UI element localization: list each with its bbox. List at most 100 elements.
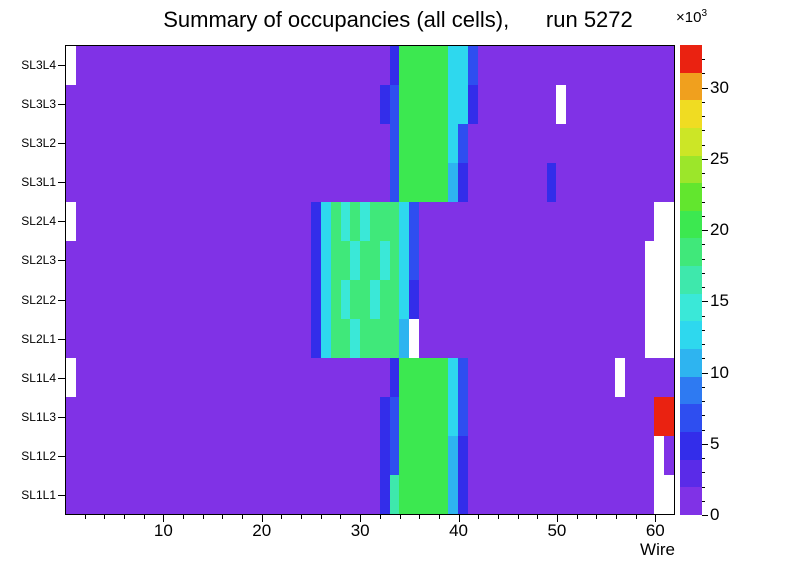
heatmap-cell — [448, 397, 459, 436]
heatmap-cell — [615, 85, 625, 124]
heatmap-cell — [350, 124, 361, 163]
heatmap-cell — [262, 241, 272, 280]
x-axis-minor-tick — [202, 515, 204, 519]
heatmap-cell — [320, 358, 331, 397]
heatmap-cell — [173, 319, 184, 358]
heatmap-cell — [340, 85, 351, 124]
heatmap-cell — [477, 397, 488, 436]
x-axis-minor-tick — [596, 515, 598, 519]
y-axis-tick — [58, 377, 65, 379]
heatmap-cell — [419, 319, 429, 358]
x-axis-tick-label: 20 — [252, 521, 272, 540]
heatmap-cell — [252, 85, 263, 124]
x-axis-minor-tick — [222, 515, 224, 519]
heatmap-cell — [232, 46, 243, 85]
heatmap-cell — [134, 202, 145, 241]
heatmap-cell — [438, 124, 449, 163]
heatmap-cell — [438, 163, 449, 202]
heatmap-cell — [458, 163, 469, 202]
heatmap-cell — [654, 85, 665, 124]
heatmap-cell — [634, 124, 645, 163]
heatmap-cell — [379, 475, 390, 514]
heatmap-cell — [301, 163, 312, 202]
heatmap-cell — [644, 46, 655, 85]
heatmap-cell — [566, 358, 576, 397]
heatmap-cell — [536, 358, 547, 397]
heatmap-cell — [634, 436, 645, 475]
heatmap-cell — [595, 436, 606, 475]
heatmap-cell — [556, 475, 567, 514]
heatmap-cell — [85, 475, 96, 514]
heatmap-cell — [399, 163, 410, 202]
heatmap-cell — [370, 202, 380, 241]
heatmap-cell — [585, 397, 596, 436]
heatmap-cell — [360, 46, 370, 85]
heatmap-cell — [350, 397, 361, 436]
heatmap-cell — [134, 241, 145, 280]
heatmap-cell — [399, 124, 410, 163]
heatmap-cell — [66, 436, 76, 475]
heatmap-cell — [389, 475, 400, 514]
heatmap-cell — [330, 124, 341, 163]
heatmap-cell — [634, 241, 645, 280]
heatmap-cell — [164, 475, 174, 514]
heatmap-cell — [115, 124, 125, 163]
heatmap-cell — [330, 46, 341, 85]
heatmap-cell — [262, 475, 272, 514]
x-axis-minor-tick — [379, 515, 381, 519]
heatmap-cell — [379, 319, 390, 358]
x-axis-minor-tick — [183, 515, 185, 519]
heatmap-cell — [183, 397, 194, 436]
heatmap-cell — [487, 358, 498, 397]
heatmap-cell — [487, 46, 498, 85]
heatmap-cell — [624, 124, 635, 163]
heatmap-cell — [634, 46, 645, 85]
heatmap-cell — [281, 436, 292, 475]
heatmap-cell — [75, 319, 86, 358]
colorbar-minor-tick — [702, 315, 705, 317]
heatmap-cell — [379, 163, 390, 202]
heatmap-cell — [458, 241, 469, 280]
heatmap-cell — [173, 397, 184, 436]
heatmap-cell — [428, 241, 439, 280]
heatmap-cell — [311, 319, 321, 358]
heatmap-cell — [556, 319, 567, 358]
heatmap-cell — [281, 280, 292, 319]
heatmap-cell — [556, 202, 567, 241]
heatmap-cell — [183, 319, 194, 358]
heatmap-cell — [193, 85, 204, 124]
heatmap-cell — [389, 124, 400, 163]
heatmap-cell — [566, 475, 576, 514]
heatmap-cell — [497, 475, 508, 514]
heatmap-cell — [242, 319, 253, 358]
heatmap-cell — [203, 85, 214, 124]
heatmap-cell — [85, 241, 96, 280]
heatmap-cell — [546, 124, 557, 163]
heatmap-cell — [232, 124, 243, 163]
heatmap-cell — [468, 397, 478, 436]
heatmap-cell — [134, 46, 145, 85]
heatmap-cell — [438, 46, 449, 85]
heatmap-cell — [242, 358, 253, 397]
heatmap-cell — [448, 46, 459, 85]
heatmap-cell — [370, 241, 380, 280]
heatmap-cell — [526, 46, 537, 85]
heatmap-cell — [350, 46, 361, 85]
heatmap-cell — [271, 46, 282, 85]
heatmap-cell — [575, 85, 586, 124]
heatmap-cell — [624, 397, 635, 436]
heatmap-cell — [262, 202, 272, 241]
heatmap-cell — [507, 124, 518, 163]
heatmap-cell — [75, 46, 86, 85]
heatmap-cell — [252, 319, 263, 358]
heatmap-cell — [173, 475, 184, 514]
heatmap-cell — [477, 280, 488, 319]
y-axis-tick — [58, 64, 65, 66]
heatmap-cell — [115, 358, 125, 397]
heatmap-cell — [203, 475, 214, 514]
heatmap-cell — [105, 280, 116, 319]
heatmap-cell — [320, 124, 331, 163]
heatmap-cell — [409, 241, 420, 280]
heatmap-cell — [458, 475, 469, 514]
heatmap-cell — [624, 202, 635, 241]
